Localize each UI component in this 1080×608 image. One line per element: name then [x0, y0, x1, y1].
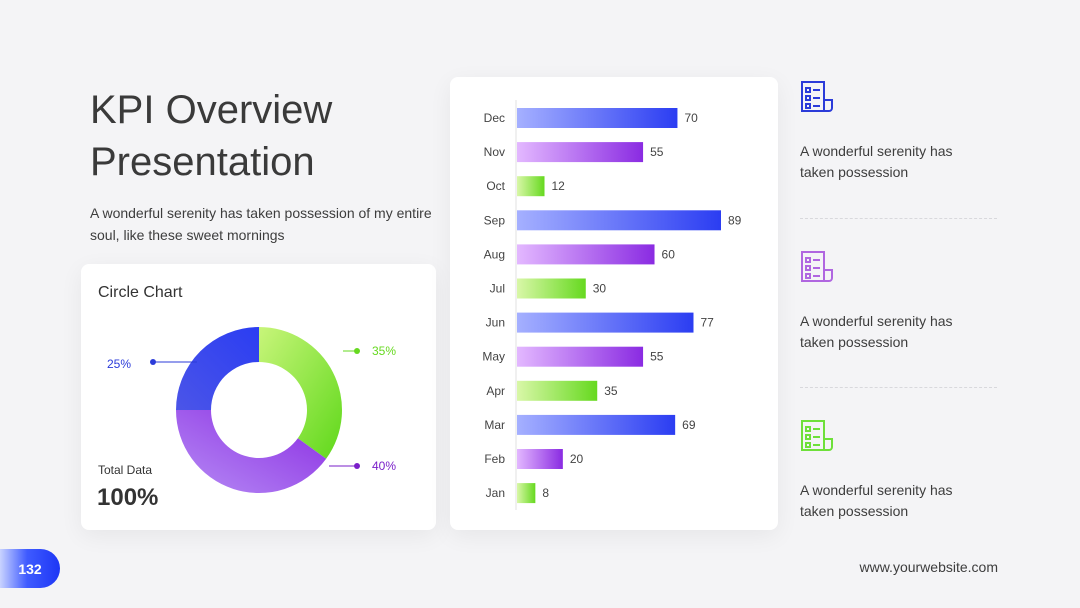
- bar-value-label: 20: [570, 452, 584, 466]
- total-data-label: Total Data: [98, 463, 153, 477]
- bar-value-label: 60: [662, 247, 676, 261]
- page-number: 132: [0, 549, 60, 588]
- feature-divider: [800, 387, 997, 388]
- bar-mar: [517, 414, 676, 435]
- bar-may: [517, 346, 644, 367]
- document-list-icon: [801, 420, 833, 451]
- bar-nov: [517, 142, 644, 163]
- bar-category-label: Apr: [486, 384, 505, 398]
- total-data-value: 100%: [97, 484, 159, 511]
- slice-label-green: 35%: [372, 344, 397, 358]
- bar-value-label: 35: [604, 384, 618, 398]
- feature-divider: [800, 218, 997, 219]
- bar-dec: [517, 108, 678, 128]
- bar-chart-card: Dec 70 Nov 55 Oct 12 Sep 89 Aug 60 Jul 30 Jun 77 May 55…: [450, 77, 778, 530]
- title-line-1: KPI Overview: [90, 88, 333, 132]
- bar-category-label: Jun: [486, 316, 505, 330]
- bar-jun: [517, 312, 694, 333]
- bar-category-label: May: [482, 350, 505, 364]
- bar-category-label: Nov: [484, 145, 505, 159]
- feature-text: A wonderful serenity has taken possessio…: [800, 313, 953, 350]
- leader-blue-dot: [150, 359, 156, 365]
- bar-category-label: Oct: [486, 179, 505, 193]
- bar-jan: [517, 483, 536, 504]
- document-list-icon: [801, 81, 833, 112]
- slice-label-blue: 25%: [107, 357, 132, 371]
- bar-value-label: 77: [700, 316, 714, 330]
- bar-value-label: 30: [593, 282, 607, 296]
- bar-category-label: Mar: [484, 418, 505, 432]
- bar-value-label: 69: [682, 418, 696, 432]
- bar-apr: [517, 380, 598, 401]
- title-line-2: Presentation: [90, 140, 315, 184]
- circle-chart-card: Circle Chart 35% 40% 25% Total Data 100%: [81, 264, 436, 530]
- website-link[interactable]: www.yourwebsite.com: [859, 559, 999, 575]
- bar-value-label: 89: [728, 213, 742, 227]
- donut-slice-blue: [176, 327, 259, 410]
- page-title: KPI Overview Presentation: [90, 84, 430, 188]
- bar-oct: [517, 176, 545, 197]
- bar-category-label: Dec: [484, 111, 505, 125]
- bar-feb: [517, 449, 563, 469]
- bar-jul: [517, 278, 586, 299]
- page-subtitle: A wonderful serenity has taken possessio…: [90, 205, 432, 243]
- leader-purple-dot: [354, 463, 360, 469]
- bar-category-label: Sep: [484, 213, 506, 227]
- donut-slice-purple: [176, 410, 327, 493]
- bar-value-label: 8: [542, 486, 549, 500]
- bar-category-label: Jan: [486, 486, 505, 500]
- document-list-icon: [801, 251, 833, 282]
- bar-category-label: Jul: [490, 282, 505, 296]
- feature-text: A wonderful serenity has taken possessio…: [800, 482, 953, 519]
- bar-sep: [517, 210, 721, 231]
- slice-label-purple: 40%: [372, 459, 397, 473]
- leader-green-dot: [354, 348, 360, 354]
- bar-category-label: Aug: [484, 247, 505, 261]
- bar-aug: [517, 244, 655, 265]
- feature-text: A wonderful serenity has taken possessio…: [800, 143, 953, 180]
- circle-chart-title: Circle Chart: [98, 284, 183, 301]
- donut-chart: [150, 327, 360, 493]
- bar-value-label: 55: [650, 350, 664, 364]
- bar-value-label: 12: [552, 179, 566, 193]
- bar-value-label: 55: [650, 145, 664, 159]
- bar-value-label: 70: [684, 111, 698, 125]
- bar-category-label: Feb: [484, 452, 505, 466]
- donut-slice-green: [259, 327, 342, 459]
- bar-chart: Dec 70 Nov 55 Oct 12 Sep 89 Aug 60 Jul 30 Jun 77 May 55…: [482, 100, 742, 510]
